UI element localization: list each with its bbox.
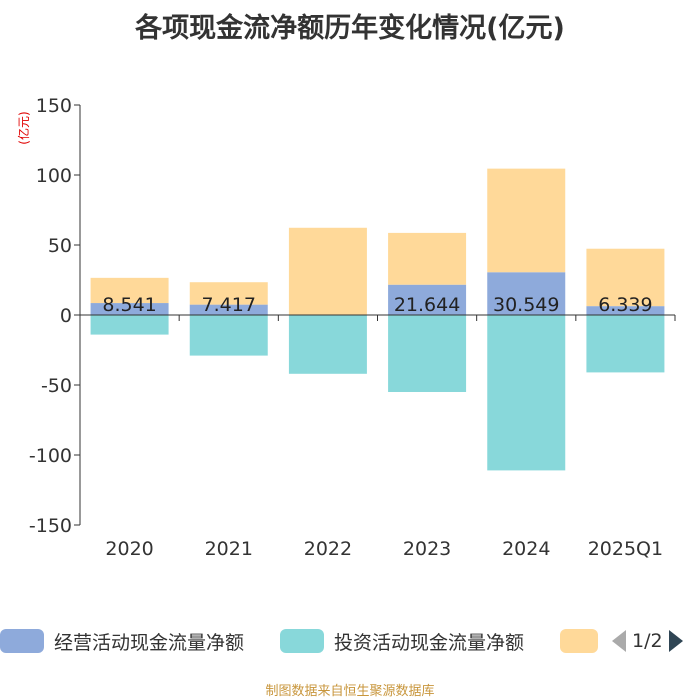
bar-operating[interactable] [90,303,169,315]
bar-investing[interactable] [487,315,566,471]
legend-label-investing: 投资活动现金流量净额 [334,631,525,654]
legend-swatch-investing [280,629,324,653]
y-tick-label: -100 [29,445,72,467]
legend-page-indicator: 1/2 [632,630,663,652]
y-axis-unit-label: (亿元) [16,111,31,144]
chart-canvas: 150 100 50 0 -50 -100 -150 (亿元) 8.541 2020 7.417 20… [16,95,676,560]
bar-financing[interactable] [388,232,467,285]
bar-operating[interactable] [189,304,268,315]
data-source-note: 制图数据来自恒生聚源数据库 [265,684,435,699]
next-page-icon[interactable] [668,630,683,652]
data-label-operating: 7.417 [202,294,256,316]
y-tick-label: 0 [60,305,72,327]
bar-investing[interactable] [189,315,268,356]
legend: 经营活动现金流量净额 投资活动现金流量净额 [0,626,700,658]
legend-pager: 1/2 [612,626,683,656]
bar-investing[interactable] [288,315,367,374]
bar-operating[interactable] [586,306,665,315]
x-tick-label: 2024 [502,538,550,560]
prev-page-icon[interactable] [612,630,626,652]
legend-swatch-operating [0,629,44,653]
legend-item-investing[interactable]: 投资活动现金流量净额 [280,626,524,656]
y-tick-label: -150 [29,515,72,537]
bar-financing[interactable] [586,248,665,307]
bar-investing[interactable] [586,315,665,373]
y-tick-label: 150 [36,95,72,117]
bar-operating[interactable] [388,284,467,315]
bar-investing[interactable] [388,315,467,392]
y-tick-label: -50 [41,375,72,397]
legend-swatch-financing [560,629,598,653]
x-tick-label: 2023 [403,538,451,560]
data-label-operating: 30.549 [493,294,559,316]
bar-financing[interactable] [487,168,566,273]
data-label-operating: 6.339 [598,294,652,316]
bar-financing[interactable] [189,282,268,305]
chart-title: 各项现金流净额历年变化情况(亿元) [135,13,565,44]
x-tick-label: 2025Q1 [588,538,663,560]
data-label-operating: 21.644 [394,294,460,316]
bar-financing[interactable] [288,227,367,315]
legend-item-operating[interactable]: 经营活动现金流量净额 [0,626,244,656]
legend-label-operating: 经营活动现金流量净额 [54,631,245,654]
x-tick-label: 2020 [105,538,153,560]
bar-investing[interactable] [90,315,169,335]
data-label-operating: 8.541 [102,294,156,316]
legend-item-financing[interactable] [560,626,608,656]
y-tick-label: 50 [48,235,72,257]
y-tick-label: 100 [36,165,72,187]
bar-operating[interactable] [487,272,566,315]
x-tick-label: 2022 [304,538,352,560]
bar-financing[interactable] [90,277,169,304]
x-tick-label: 2021 [205,538,253,560]
